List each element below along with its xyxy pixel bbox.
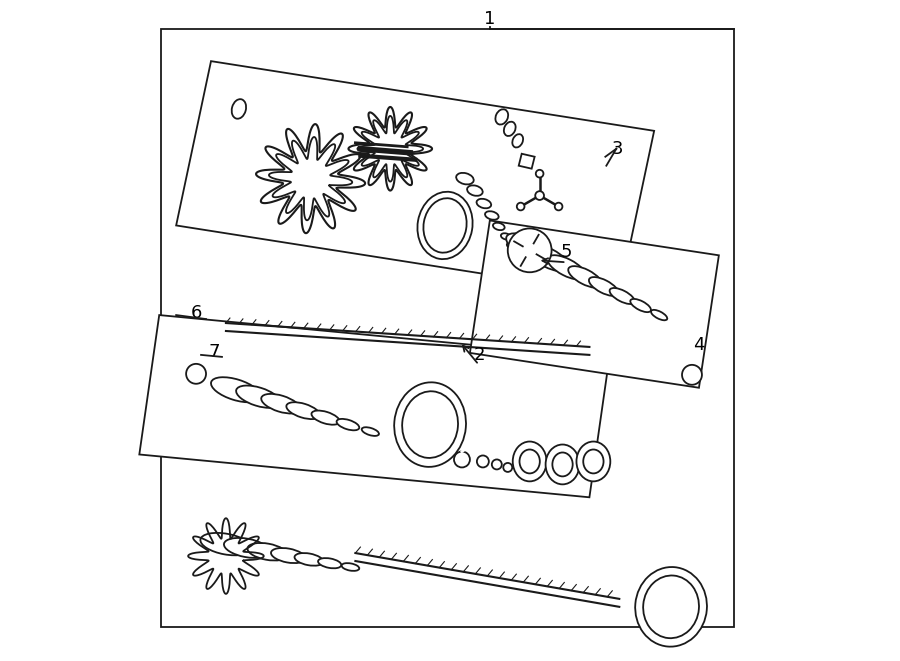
Polygon shape: [470, 221, 719, 388]
Ellipse shape: [286, 403, 320, 419]
Ellipse shape: [609, 288, 634, 304]
Polygon shape: [518, 154, 535, 169]
Ellipse shape: [342, 563, 359, 571]
Ellipse shape: [554, 203, 562, 210]
Ellipse shape: [477, 199, 491, 208]
Ellipse shape: [467, 185, 482, 196]
Ellipse shape: [547, 255, 586, 280]
Ellipse shape: [568, 266, 602, 288]
Ellipse shape: [651, 310, 667, 321]
Text: 5: 5: [561, 243, 572, 261]
Circle shape: [508, 229, 552, 272]
Ellipse shape: [224, 538, 269, 558]
Ellipse shape: [211, 377, 261, 403]
Ellipse shape: [231, 99, 246, 119]
Ellipse shape: [201, 533, 251, 555]
Ellipse shape: [495, 109, 508, 124]
Ellipse shape: [507, 243, 515, 248]
Ellipse shape: [294, 553, 323, 566]
Ellipse shape: [248, 543, 287, 561]
Ellipse shape: [394, 382, 466, 467]
Ellipse shape: [318, 558, 341, 568]
Ellipse shape: [513, 442, 546, 481]
Ellipse shape: [261, 394, 301, 414]
Bar: [161, 29, 733, 627]
Ellipse shape: [491, 459, 502, 469]
Ellipse shape: [362, 427, 379, 436]
Ellipse shape: [526, 245, 570, 272]
Ellipse shape: [519, 449, 540, 473]
Ellipse shape: [545, 444, 580, 485]
Ellipse shape: [644, 576, 699, 638]
Ellipse shape: [553, 453, 572, 477]
Ellipse shape: [583, 449, 604, 473]
Ellipse shape: [577, 442, 610, 481]
Ellipse shape: [456, 173, 473, 184]
Ellipse shape: [271, 548, 305, 563]
Text: 7: 7: [208, 343, 220, 361]
Ellipse shape: [504, 122, 516, 136]
Text: 3: 3: [611, 139, 623, 158]
Ellipse shape: [635, 567, 706, 646]
Ellipse shape: [506, 233, 554, 263]
Text: 2: 2: [473, 346, 484, 364]
Circle shape: [186, 364, 206, 384]
Ellipse shape: [402, 391, 458, 458]
Ellipse shape: [512, 134, 523, 147]
Ellipse shape: [423, 198, 466, 253]
Ellipse shape: [418, 192, 472, 259]
Polygon shape: [140, 315, 609, 497]
Ellipse shape: [493, 223, 505, 230]
Circle shape: [536, 191, 544, 200]
Ellipse shape: [485, 212, 499, 219]
Circle shape: [682, 365, 702, 385]
Ellipse shape: [517, 203, 525, 210]
Text: 1: 1: [484, 11, 496, 28]
Ellipse shape: [503, 463, 512, 472]
Ellipse shape: [536, 170, 544, 178]
Ellipse shape: [311, 410, 339, 425]
Ellipse shape: [236, 385, 281, 408]
Polygon shape: [176, 61, 654, 295]
Text: 4: 4: [693, 336, 705, 354]
Ellipse shape: [337, 419, 359, 430]
Ellipse shape: [477, 455, 489, 467]
Ellipse shape: [589, 277, 618, 296]
Text: 6: 6: [191, 304, 202, 322]
Ellipse shape: [501, 233, 510, 239]
Ellipse shape: [630, 299, 651, 312]
